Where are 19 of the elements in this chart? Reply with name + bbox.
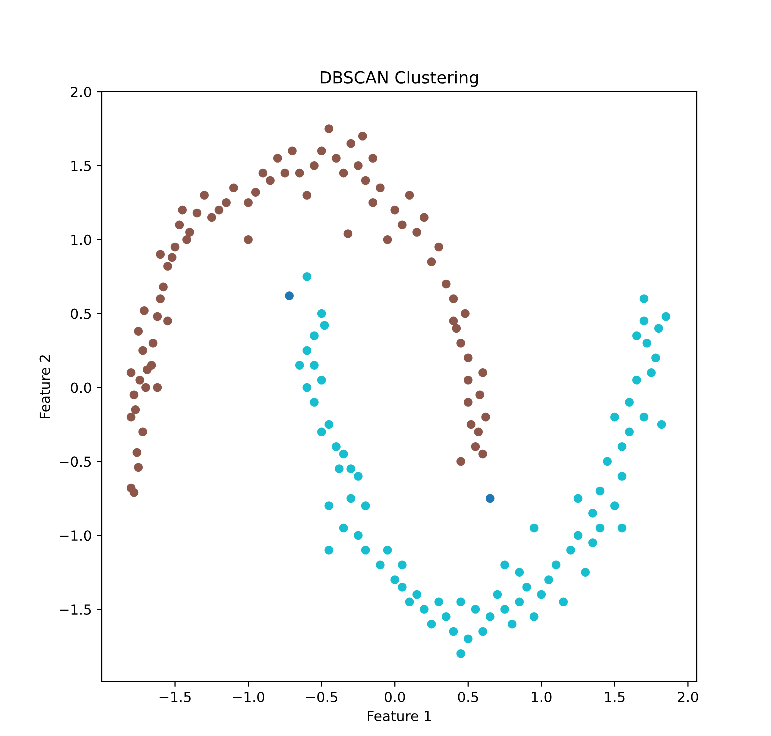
x-tick-label: −1.0	[233, 692, 264, 702]
y-tick-label: 1.5	[72, 161, 92, 172]
y-tick-label: −1.5	[60, 604, 92, 616]
x-tick-label: 0.0	[384, 692, 406, 702]
y-tick-label: 2.0	[71, 86, 92, 98]
y-tick-label: 0.5	[71, 308, 92, 320]
y-tick-label: 1.0	[72, 234, 92, 246]
x-tick-label: 0.5	[458, 692, 478, 702]
x-axis-title: Feature 1	[368, 711, 432, 722]
x-tick-label: 1.0	[532, 692, 552, 702]
x-tick-label: −1.5	[160, 692, 191, 702]
x-tick-label: 1.5	[605, 692, 625, 702]
x-tick-label: −0.5	[306, 692, 338, 702]
y-tick-label: −0.5	[60, 456, 92, 468]
y-tick-label: 0.0	[71, 382, 92, 394]
y-tick-label: −1.0	[60, 530, 92, 542]
x-tick-label: 2.0	[678, 692, 698, 702]
chart-title: DBSCAN Clustering	[320, 71, 478, 88]
y-axis-title: Feature 2	[40, 356, 50, 418]
